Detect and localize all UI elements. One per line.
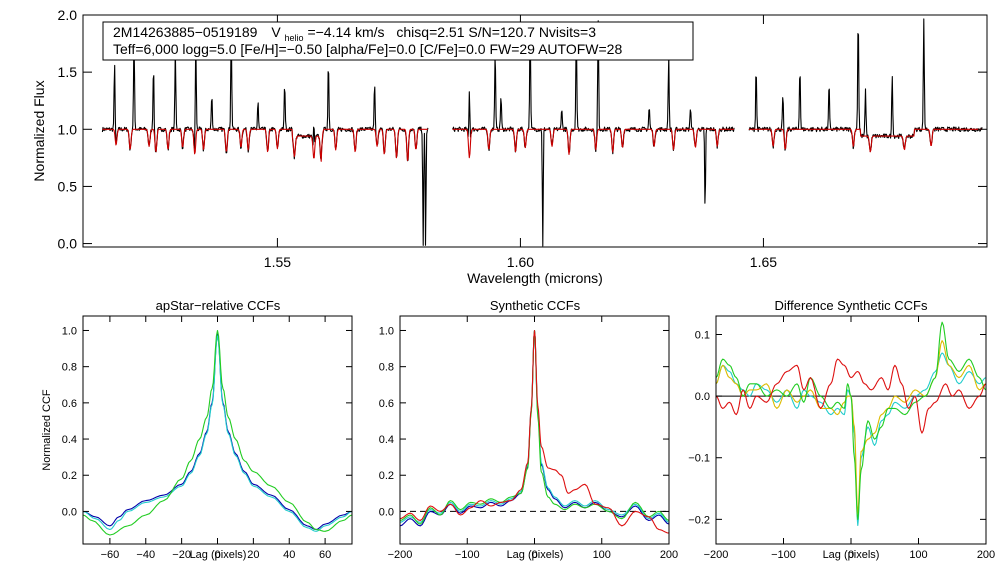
apstar-ccf-plot-area: [83, 329, 352, 536]
synthetic-ccf-x-tick-label: −200: [388, 549, 413, 561]
spectrum-frame: [82, 14, 988, 248]
apstar-ccf-series-visit-1: [83, 333, 352, 531]
spectrum-plot-area: [101, 18, 983, 247]
info-line-1: 2M14263885−0519189 V helio =−4.14 km/s c…: [113, 24, 596, 44]
v-helio-value: =−4.14 km/s: [307, 24, 384, 40]
spectrum-y-tick-label: 0.5: [58, 178, 78, 194]
apstar-ccf-x-tick-label: −20: [172, 549, 191, 561]
synthetic-ccf-y-tick-label: 0.0: [379, 506, 394, 518]
spectrum-x-tick-label: 1.60: [507, 254, 534, 270]
spectrum-x-axis-title: Wavelength (microns): [467, 270, 603, 286]
spectrum-y-tick-label: 1.5: [58, 64, 78, 80]
difference-ccf-series-group: [716, 321, 986, 527]
apstar-ccf-y-tick-label: 1.0: [62, 325, 77, 337]
synthetic-ccf-x-tick-label: 100: [593, 549, 611, 561]
difference-ccf-panel: Difference Synthetic CCFs −200 −100 0 100 20…: [688, 298, 995, 561]
spectrum-x-tick-label: 1.65: [750, 254, 777, 270]
difference-ccf-x-tick-label: 200: [977, 549, 995, 561]
difference-ccf-x-tick-label: −200: [704, 549, 729, 561]
spectrum-y-axis-title: Normalized Flux: [31, 80, 47, 181]
difference-ccf-plot-area: [716, 321, 986, 527]
synthetic-ccf-series-group: [400, 329, 669, 534]
apstar-ccf-y-tick-label: 0.4: [62, 434, 77, 446]
synthetic-ccf-panel: Synthetic CCFs −200 −100 0 100 200 0.0 0.2 0.4 0…: [379, 298, 678, 561]
spectrum-ticks: 1.55 1.60 1.65 0.0 0.5 1.0 1.5 2.0: [58, 7, 987, 270]
info-box-frame: [102, 21, 694, 61]
apstar-ccf-x-tick-label: 20: [247, 549, 259, 561]
apstar-ccf-x-tick-label: 0: [214, 549, 220, 561]
synthetic-ccf-plot-area: [400, 329, 669, 534]
apstar-ccf-y-tick-label: 0.8: [62, 362, 77, 374]
spectrum-y-tick-label: 1.0: [58, 121, 78, 137]
spectrum-y-tick-label: 2.0: [58, 7, 78, 23]
difference-ccf-y-tick-label: 0.0: [695, 391, 710, 403]
difference-ccf-series-synthetic: [716, 358, 986, 434]
difference-ccf-series-visit-3: [716, 321, 986, 520]
apstar-ccf-series-visit-2: [83, 335, 352, 532]
spectrum-x-tick-label: 1.55: [264, 254, 291, 270]
apstar-ccf-series-group: [83, 329, 352, 536]
spectrum-synthetic-chip-1: [102, 128, 428, 162]
spectrum-panel: 1.55 1.60 1.65 0.0 0.5 1.0 1.5 2.0 Wavelength (…: [31, 7, 988, 286]
difference-ccf-y-tick-label: 0.1: [695, 329, 710, 341]
synthetic-ccf-title: Synthetic CCFs: [490, 298, 581, 313]
star-id: 2M14263885−0519189: [113, 24, 258, 40]
apstar-ccf-y-axis-title: Normalized CCF: [41, 389, 53, 471]
difference-ccf-x-tick-label: 0: [848, 549, 854, 561]
synthetic-ccf-x-tick-label: −100: [455, 549, 480, 561]
apstar-ccf-ticks: −60 −40 −20 0 20 40 60 0.0 0.2 0.4 0.6 0.8 1.0: [62, 316, 352, 561]
synthetic-ccf-x-tick-label: 200: [660, 549, 678, 561]
apstar-ccf-x-tick-label: 60: [319, 549, 331, 561]
apstar-ccf-y-tick-label: 0.0: [62, 506, 77, 518]
apstar-ccf-y-tick-label: 0.6: [62, 398, 77, 410]
apstar-ccf-x-axis-title: Lag (pixels): [190, 549, 247, 561]
spectrum-synthetic-chip-2: [452, 128, 735, 159]
synthetic-ccf-y-tick-label: 0.2: [379, 470, 394, 482]
spectrum-y-tick-label: 0.0: [58, 236, 78, 252]
info-box: 2M14263885−0519189 V helio =−4.14 km/s c…: [102, 21, 694, 61]
apstar-ccf-x-tick-label: −40: [136, 549, 155, 561]
difference-ccf-ticks: −200 −100 0 100 200 −0.2 −0.1 0.0 0.1: [688, 316, 995, 561]
info-line-2: Teff=6,000 logg=5.0 [Fe/H]=−0.50 [alpha/…: [113, 41, 622, 57]
synthetic-ccf-series-synthetic: [400, 329, 669, 534]
apstar-ccf-x-tick-label: 40: [283, 549, 295, 561]
difference-ccf-y-tick-label: −0.2: [688, 514, 710, 526]
difference-ccf-y-tick-label: −0.1: [688, 453, 710, 465]
apstar-ccf-panel: apStar−relative CCFs −60 −40 −20 0 20 40 60 0.0…: [41, 298, 353, 561]
difference-ccf-x-axis-title: Lag (pixels): [823, 549, 880, 561]
synthetic-ccf-ticks: −200 −100 0 100 200 0.0 0.2 0.4 0.6 0.8 1.0: [379, 316, 678, 561]
difference-ccf-x-tick-label: −100: [771, 549, 796, 561]
apstar-ccf-y-tick-label: 0.2: [62, 470, 77, 482]
synthetic-ccf-y-tick-label: 0.8: [379, 362, 394, 374]
apstar-ccf-x-tick-label: −60: [101, 549, 120, 561]
synthetic-ccf-y-tick-label: 1.0: [379, 325, 394, 337]
v-helio-subscript: helio: [285, 33, 304, 43]
synthetic-ccf-y-tick-label: 0.6: [379, 398, 394, 410]
spectrum-series-group: [101, 18, 983, 247]
synthetic-ccf-x-axis-title: Lag (pixels): [507, 549, 564, 561]
apstar-ccf-title: apStar−relative CCFs: [156, 298, 281, 313]
apstar-ccf-series-visit-3: [83, 329, 352, 536]
difference-ccf-x-tick-label: 100: [909, 549, 927, 561]
fit-stats: chisq=2.51 S/N=120.7 Nvisits=3: [396, 24, 596, 40]
v-helio-label: V: [271, 24, 281, 40]
synthetic-ccf-y-tick-label: 0.4: [379, 434, 394, 446]
difference-ccf-title: Difference Synthetic CCFs: [775, 298, 928, 313]
synthetic-ccf-x-tick-label: 0: [531, 549, 537, 561]
spectrum-synthetic-chip-3: [748, 128, 983, 153]
